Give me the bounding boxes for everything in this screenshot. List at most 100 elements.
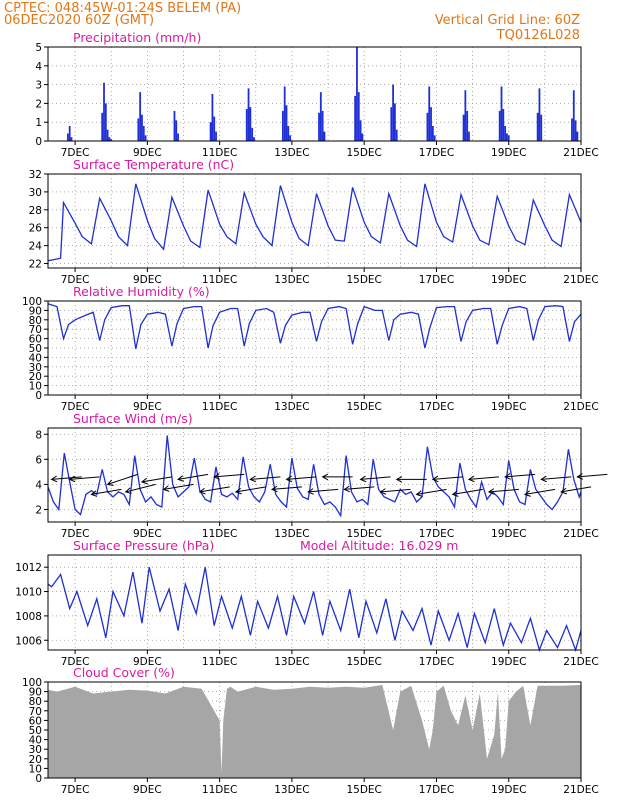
y-tick-label: 90 xyxy=(29,305,42,317)
x-tick-label: 13DEC xyxy=(274,147,309,159)
wind-arrow xyxy=(576,473,608,480)
wind-arrow-shaft xyxy=(541,476,572,480)
precip-bar xyxy=(104,103,107,141)
x-tick-label: 13DEC xyxy=(274,784,309,796)
wind-arrow xyxy=(415,488,447,497)
wind-arrow xyxy=(285,475,317,483)
x-tick-label: 17DEC xyxy=(419,656,454,668)
wind-arrow-head xyxy=(415,490,423,497)
y-tick-label: 2 xyxy=(35,98,42,110)
precip-bar xyxy=(209,122,212,141)
model-label: TQ0126L028 xyxy=(496,28,580,43)
station-label: CPTEC: 048:45W-01:24S BELEM (PA) xyxy=(4,1,241,16)
precip-bar xyxy=(500,86,503,141)
wind-arrow-head xyxy=(359,475,367,483)
x-tick-label: 13DEC xyxy=(274,528,309,540)
wind-arrow-shaft xyxy=(107,473,138,485)
wind-arrow-head xyxy=(162,485,170,492)
x-tick-label: 11DEC xyxy=(202,784,237,796)
precip-bar xyxy=(540,114,543,141)
x-tick-label: 9DEC xyxy=(133,656,162,668)
y-tick-label: 4 xyxy=(35,61,42,73)
x-tick-label: 11DEC xyxy=(202,147,237,159)
y-tick-label: 0 xyxy=(35,390,42,402)
wind-arrow-shaft xyxy=(178,473,209,480)
precip-bar xyxy=(251,127,254,141)
precip-bar xyxy=(428,86,431,141)
precip-bar xyxy=(359,120,362,141)
y-tick-label: 1010 xyxy=(15,587,42,599)
y-tick-label: 10 xyxy=(29,381,42,393)
wind-arrow-shaft xyxy=(141,476,173,483)
wind-arrow-shaft xyxy=(488,488,519,493)
cloud-area xyxy=(48,684,581,778)
wind-arrow xyxy=(487,488,519,495)
y-tick-label: 24 xyxy=(29,241,43,253)
wind-arrow-shaft xyxy=(286,476,317,480)
x-tick-label: 13DEC xyxy=(274,274,309,286)
x-tick-label: 7DEC xyxy=(61,147,90,159)
y-tick-label: 8 xyxy=(35,429,42,441)
wind-arrow-head xyxy=(540,475,547,483)
y-tick-label: 30 xyxy=(29,744,42,756)
precip-bar xyxy=(323,131,326,141)
x-tick-label: 9DEC xyxy=(133,784,162,796)
x-tick-label: 11DEC xyxy=(202,656,237,668)
precip-bar xyxy=(392,84,394,141)
y-tick-label: 1 xyxy=(35,117,42,129)
x-tick-label: 21DEC xyxy=(563,401,598,413)
precip-bar xyxy=(213,116,216,141)
wind-arrow-head xyxy=(285,475,293,483)
wind-arrow-head xyxy=(321,473,329,481)
panel-annotation: Model Altitude: 16.029 m xyxy=(300,538,458,553)
panel-frame xyxy=(47,173,582,269)
precip-bar xyxy=(504,125,507,141)
x-tick-label: 9DEC xyxy=(133,401,162,413)
y-tick-label: 6 xyxy=(35,454,42,466)
wind-arrow-shaft xyxy=(468,476,500,480)
precip-bar xyxy=(215,131,217,141)
precip-bar xyxy=(433,135,436,141)
x-tick-label: 15DEC xyxy=(346,401,381,413)
precip-bar xyxy=(506,133,508,141)
x-tick-label: 15DEC xyxy=(346,656,381,668)
x-tick-label: 17DEC xyxy=(419,401,454,413)
y-tick-label: 10 xyxy=(29,763,42,775)
precip-bar xyxy=(318,112,320,141)
precip-bar xyxy=(502,109,505,141)
precip-bar xyxy=(576,131,579,141)
x-tick-label: 17DEC xyxy=(419,274,454,286)
precip-bar xyxy=(572,90,575,141)
x-tick-label: 7DEC xyxy=(61,528,90,540)
precip-bar xyxy=(285,105,288,141)
y-tick-label: 70 xyxy=(29,706,42,718)
y-tick-label: 40 xyxy=(29,735,42,747)
y-tick-label: 1008 xyxy=(15,611,42,623)
wind-arrow xyxy=(140,476,173,485)
y-tick-label: 80 xyxy=(29,696,42,708)
wind-arrow-shaft xyxy=(250,476,281,480)
y-tick-label: 32 xyxy=(29,169,42,181)
precip-bar xyxy=(319,92,322,141)
x-tick-label: 21DEC xyxy=(563,656,598,668)
wind-arrow-shaft xyxy=(452,488,483,495)
precip-bar xyxy=(249,107,252,141)
wind-arrow xyxy=(234,486,266,495)
wind-arrow xyxy=(213,473,245,480)
wind-arrow xyxy=(90,488,122,497)
wind-arrow-head xyxy=(487,488,495,495)
wind-arrow xyxy=(307,488,339,495)
wind-arrow xyxy=(249,475,281,483)
precip-bar xyxy=(426,112,429,141)
wind-arrow xyxy=(50,475,82,483)
precip-bar xyxy=(538,88,541,141)
x-tick-label: 19DEC xyxy=(491,656,526,668)
precip-bar xyxy=(287,125,290,141)
precip-bar xyxy=(110,139,113,141)
precip-bar xyxy=(357,92,360,141)
y-tick-label: 28 xyxy=(29,205,42,217)
x-tick-label: 19DEC xyxy=(491,147,526,159)
precip-bar xyxy=(70,137,73,141)
panel-4: Surface Pressure (hPa) Model Altitude: 16… xyxy=(15,538,598,668)
y-tick-label: 80 xyxy=(29,315,42,327)
